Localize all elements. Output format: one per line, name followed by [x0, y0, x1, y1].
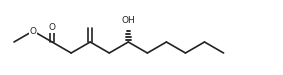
Text: OH: OH — [121, 16, 135, 25]
Text: O: O — [49, 23, 55, 32]
Text: O: O — [29, 26, 37, 35]
